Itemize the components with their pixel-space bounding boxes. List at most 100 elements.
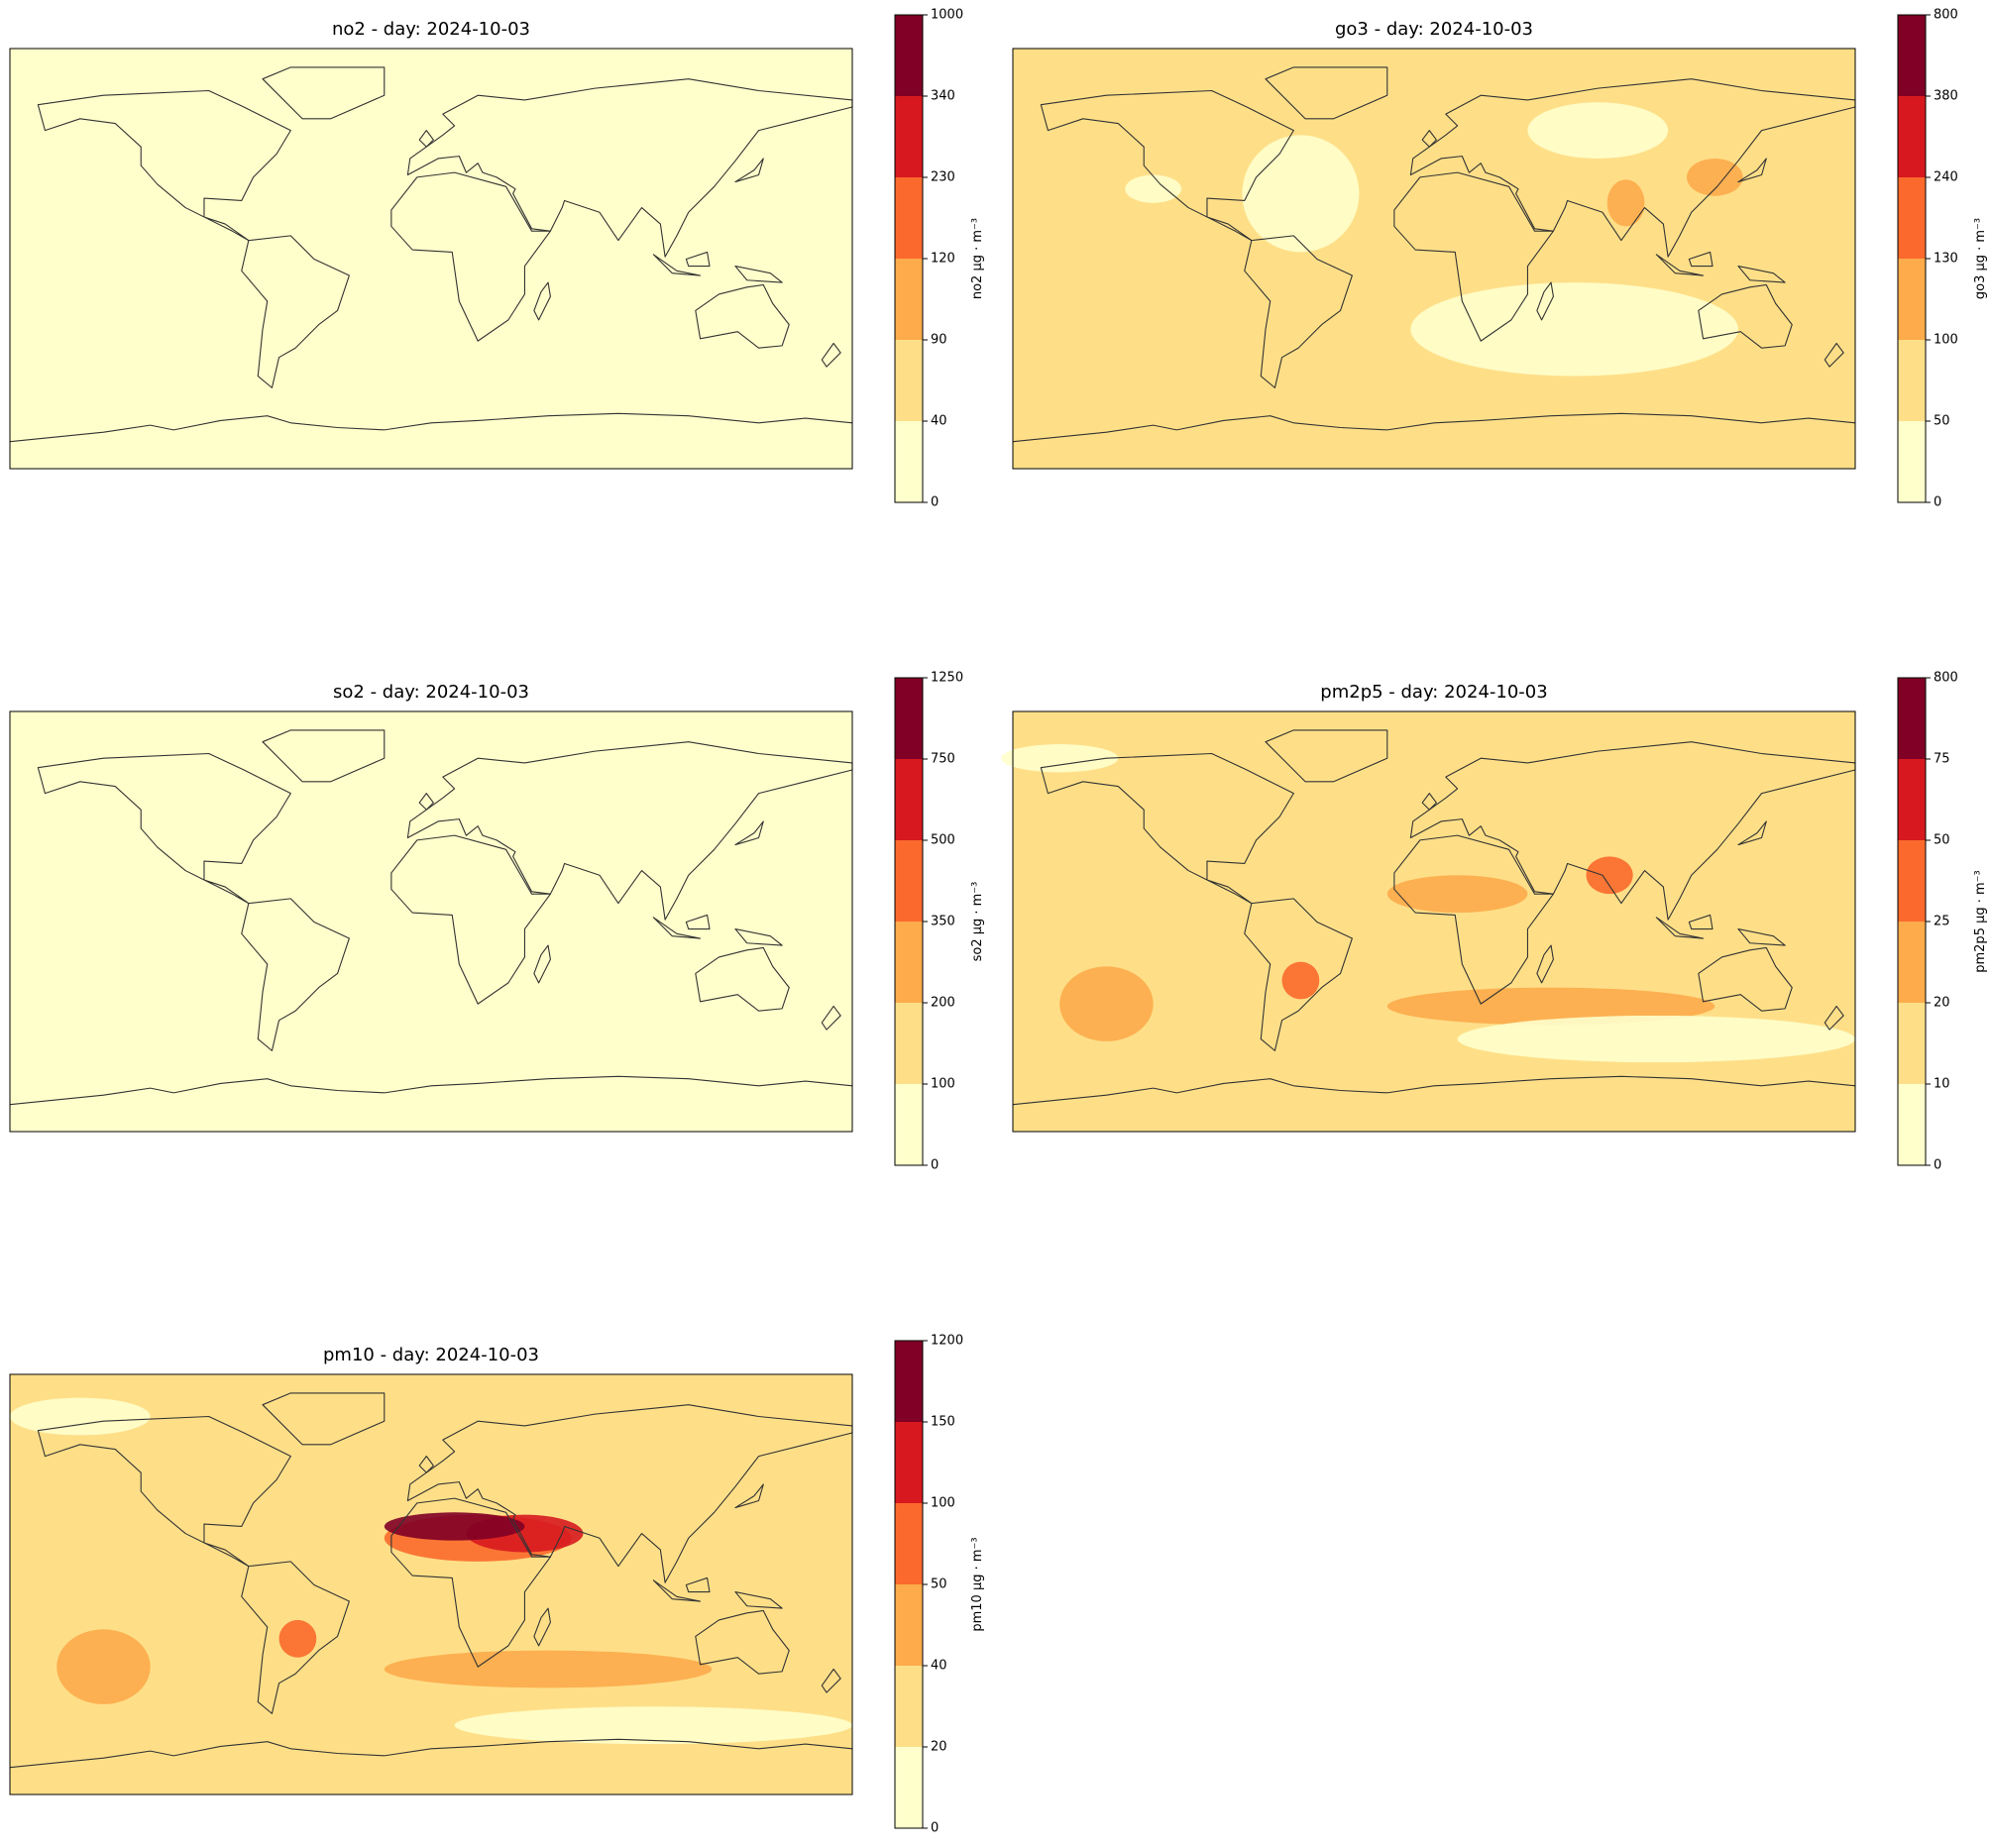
colorbar-tick-label: 800 (1934, 671, 1958, 686)
colorbar-tick-label: 75 (1934, 752, 1950, 767)
panel: pm2p5 - day: 2024-10-03 0 10 20 25 50 75 800 pm2… (1001, 671, 1988, 1173)
colorbar-tick-label: 230 (931, 170, 955, 185)
colorbar-segment (895, 1422, 923, 1503)
concentration-area (1386, 987, 1715, 1026)
colorbar-label: pm10 μg · m⁻³ (970, 1537, 985, 1631)
colorbar-segment (895, 922, 923, 1003)
concentration-area (1001, 744, 1119, 773)
panel-title: so2 - day: 2024-10-03 (333, 682, 529, 703)
colorbar-tick-label: 0 (931, 1158, 939, 1173)
colorbar-segment (895, 1747, 923, 1828)
colorbar-tick-label: 20 (1934, 996, 1950, 1011)
colorbar-segment (1898, 759, 1926, 840)
colorbar-segment (1898, 922, 1926, 1003)
map-fields (1011, 65, 1857, 443)
colorbar-tick-label: 1250 (931, 671, 963, 686)
concentration-area (1586, 856, 1633, 895)
map-background (10, 49, 852, 469)
colorbar-segment (1898, 1003, 1926, 1084)
colorbar-segment (1898, 1084, 1926, 1165)
colorbar-segment (895, 840, 923, 922)
colorbar-tick-label: 50 (1934, 414, 1950, 429)
concentration-area (1606, 179, 1645, 227)
colorbar-segment (895, 1003, 923, 1084)
map-frame (1012, 48, 1856, 470)
colorbar-tick-label: 1200 (931, 1334, 963, 1349)
colorbar-tick-label: 750 (931, 752, 955, 767)
colorbar-tick-label: 40 (931, 1659, 947, 1674)
colorbar-tick-label: 100 (931, 1496, 955, 1511)
colorbar-tick-label: 120 (931, 252, 955, 267)
colorbar-segment (895, 1084, 923, 1165)
colorbar-tick-label: 0 (931, 1821, 939, 1836)
map-background (1013, 49, 1855, 469)
map-frame (1012, 710, 1856, 1133)
concentration-area (278, 1619, 317, 1658)
concentration-area (1125, 174, 1181, 203)
colorbar-tick-label: 380 (1934, 89, 1958, 104)
colorbar-segment (1898, 421, 1926, 502)
colorbar-label: no2 μg · m⁻³ (970, 218, 985, 299)
colorbar-tick-label: 0 (931, 495, 939, 510)
concentration-area (1242, 135, 1360, 253)
colorbar-label: pm2p5 μg · m⁻³ (1973, 870, 1988, 973)
colorbar-tick-label: 240 (1934, 170, 1958, 185)
colorbar-segment (895, 340, 923, 421)
concentration-area (1457, 1015, 1855, 1063)
concentration-area (384, 1650, 713, 1688)
colorbar-label: go3 μg · m⁻³ (1973, 218, 1988, 299)
concentration-area (1410, 282, 1738, 377)
colorbar-segment (895, 421, 923, 502)
colorbar-tick-label: 0 (1934, 1158, 1941, 1173)
colorbar-tick-label: 500 (931, 833, 955, 848)
map-background (1013, 711, 1855, 1132)
map-fields (1001, 728, 1857, 1106)
colorbar-segment (895, 259, 923, 340)
colorbar-segment (1898, 15, 1926, 96)
colorbar-tick-label: 40 (931, 414, 947, 429)
map (1001, 710, 1857, 1133)
map (8, 710, 854, 1133)
map-background (10, 711, 852, 1132)
colorbar-tick-label: 50 (1934, 833, 1950, 848)
colorbar-segment (895, 1341, 923, 1422)
concentration-area (1059, 966, 1154, 1041)
colorbar-segment (1898, 678, 1926, 759)
colorbar-tick-label: 350 (931, 915, 955, 929)
colorbar-segment (895, 1503, 923, 1584)
colorbar-tick-label: 340 (931, 89, 955, 104)
colorbar-segment (895, 1666, 923, 1747)
map-frame (9, 48, 853, 470)
colorbar-segment (1898, 96, 1926, 177)
panel-title: no2 - day: 2024-10-03 (332, 19, 530, 40)
colorbar-tick-label: 100 (1934, 333, 1958, 348)
colorbar-segment (895, 759, 923, 840)
colorbar-segment (1898, 177, 1926, 259)
colorbar-label: so2 μg · m⁻³ (970, 882, 985, 962)
concentration-area (10, 1397, 151, 1436)
concentration-area (1527, 102, 1669, 159)
panel-title: pm10 - day: 2024-10-03 (323, 1345, 539, 1365)
concentration-area (1687, 158, 1743, 196)
map-frame (9, 1373, 853, 1795)
panel-title: pm2p5 - day: 2024-10-03 (1320, 682, 1547, 703)
colorbar-tick-label: 800 (1934, 8, 1958, 23)
colorbar-tick-label: 130 (1934, 252, 1958, 267)
concentration-area (384, 1512, 525, 1541)
map (8, 1373, 854, 1795)
panel: go3 - day: 2024-10-03 0 50 100 130 240 380 800 g… (1011, 8, 1988, 510)
colorbar-segment (895, 96, 923, 177)
colorbar-tick-label: 50 (931, 1577, 947, 1592)
concentration-area (1386, 875, 1528, 914)
map (8, 48, 854, 470)
colorbar-tick-label: 150 (931, 1415, 955, 1430)
panel-title: go3 - day: 2024-10-03 (1335, 19, 1533, 40)
panel: so2 - day: 2024-10-03 0 100 200 350 500 750 125… (8, 671, 985, 1173)
colorbar-segment (895, 15, 923, 96)
panel: pm10 - day: 2024-10-03 0 20 40 50 100 150 1200 p… (8, 1334, 985, 1836)
colorbar-tick-label: 20 (931, 1740, 947, 1755)
concentration-area (56, 1629, 151, 1704)
colorbar-segment (895, 678, 923, 759)
